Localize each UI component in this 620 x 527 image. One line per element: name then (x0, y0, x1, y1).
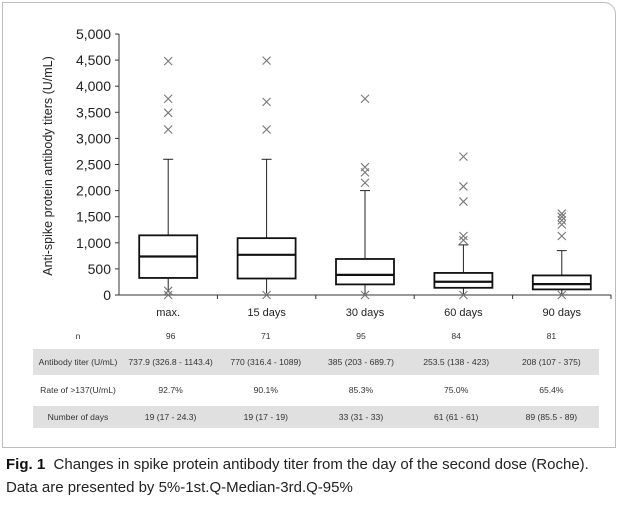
outlier-marker (163, 108, 173, 118)
low-outlier-marker (163, 286, 173, 296)
outlier-marker (360, 178, 370, 188)
low-outlier-marker (163, 290, 173, 300)
outlier-marker (262, 56, 271, 66)
table-cell: 61 (61 - 61) (408, 406, 504, 428)
table-cell: 85.3% (348, 385, 374, 395)
y-tick-label: 3,000 (76, 130, 111, 146)
table-cell: 95 (356, 330, 366, 341)
box-0 (138, 56, 199, 300)
y-tick-label: 2,500 (76, 157, 111, 173)
figure-caption: Fig. 1 Changes in spike protein antibody… (6, 453, 606, 499)
box-4 (531, 209, 592, 300)
row-label: Antibody titer (U/mL) (33, 349, 123, 375)
y-tick-label: 3,500 (76, 104, 111, 120)
box-2 (335, 94, 395, 300)
low-outlier-marker (262, 290, 271, 300)
table-cell: 92.7% (158, 385, 183, 395)
outlier-marker (163, 94, 173, 104)
table-cell: 96 (165, 330, 176, 341)
outlier-marker (557, 215, 567, 225)
outlier-marker (163, 125, 173, 134)
y-axis-ticks: 0 500 1,000 1,500 2,000 2,500 3,000 3,500 4,000 4… (76, 26, 119, 303)
x-tick-label: 90 days (543, 307, 582, 319)
box-series (138, 56, 592, 300)
table-cell: 75.0% (443, 385, 469, 395)
box-3 (433, 152, 494, 300)
outlier-marker (360, 94, 370, 104)
x-tick-label: 15 days (247, 307, 286, 319)
table-row: Number of days 19 (17 - 24.3) 19 (17 - 19)… (33, 406, 599, 428)
table-cell: 737.9 (326.8 - 1143.4) (123, 349, 219, 375)
low-outlier-marker (557, 290, 567, 300)
table-cell: 90.1% (253, 385, 278, 395)
outlier-marker (459, 152, 468, 162)
caption-label: Fig. 1 (6, 456, 46, 473)
outlier-marker (459, 231, 468, 241)
table-cell: 253.5 (138 - 423) (408, 349, 504, 375)
table-row: Antibody titer (U/mL) 737.9 (326.8 - 1143… (33, 349, 599, 375)
table-cell: 33 (31 - 33) (313, 406, 409, 428)
outlier-marker (262, 97, 271, 107)
box-plot-chart: Anti-spike protein antibody titers (U/mL… (41, 26, 612, 319)
y-axis-label: Anti-spike protein antibody titers (U/mL… (41, 56, 55, 276)
table-cell: 19 (17 - 19) (218, 406, 314, 428)
table-cell: 71 (261, 330, 271, 341)
x-tick-label: max. (156, 307, 180, 319)
table-row: n 96 71 95 84 81 (33, 323, 599, 349)
table-cell: 208 (107 - 375) (503, 349, 599, 375)
box-1 (236, 56, 297, 300)
box-iqr (531, 274, 592, 291)
table-row: Rate of >137(U/mL) 92.7% 90.1% 85.3% 75.0% 65… (33, 375, 599, 406)
x-tick-label: 30 days (346, 307, 385, 319)
figure-frame (2, 2, 616, 448)
outlier-marker (557, 209, 567, 218)
low-outlier-marker (360, 290, 370, 300)
table-cell: 385 (203 - 689.7) (313, 349, 409, 375)
x-tick-label: 60 days (444, 307, 483, 319)
outlier-marker (163, 56, 173, 66)
y-tick-label: 4,500 (76, 52, 111, 68)
y-tick-label: 1,000 (76, 235, 111, 251)
row-label: Number of days (33, 406, 123, 428)
outlier-marker (262, 125, 271, 134)
outlier-marker (557, 220, 567, 229)
caption-text: Changes in spike protein antibody titer … (6, 456, 589, 496)
table-cell: 770 (316.4 - 1089) (218, 349, 314, 375)
table-cell: 89 (85.5 - 89) (503, 406, 599, 428)
y-tick-label: 1,500 (76, 209, 111, 225)
x-axis-ticks: max. 15 days 30 days 60 days 90 days (156, 295, 612, 319)
outlier-marker (459, 197, 468, 206)
y-axis-label-group: Anti-spike protein antibody titers (U/mL… (41, 56, 55, 276)
outlier-marker (557, 231, 567, 241)
box-iqr (433, 272, 494, 289)
y-tick-label: 500 (88, 261, 112, 277)
y-tick-label: 2,000 (76, 183, 111, 199)
y-tick-label: 0 (103, 287, 111, 303)
table-cell: 81 (546, 330, 557, 341)
outlier-marker (459, 235, 468, 245)
outlier-marker (360, 162, 370, 172)
table-cell: 65.4% (539, 385, 564, 395)
row-label: n (75, 330, 81, 341)
summary-table: n 96 71 95 84 81 Antibody titer (U/mL) 737.9 (3… (33, 323, 599, 428)
outlier-marker (557, 212, 567, 222)
y-tick-label: 4,000 (76, 78, 111, 94)
low-outlier-marker (459, 290, 468, 300)
row-label: Rate of >137(U/mL) (40, 385, 116, 395)
box-iqr (335, 258, 395, 286)
table-cell: 19 (17 - 24.3) (123, 406, 219, 428)
outlier-marker (459, 182, 468, 191)
y-tick-label: 5,000 (76, 26, 111, 42)
table-cell: 84 (451, 330, 461, 341)
box-iqr (236, 237, 297, 280)
